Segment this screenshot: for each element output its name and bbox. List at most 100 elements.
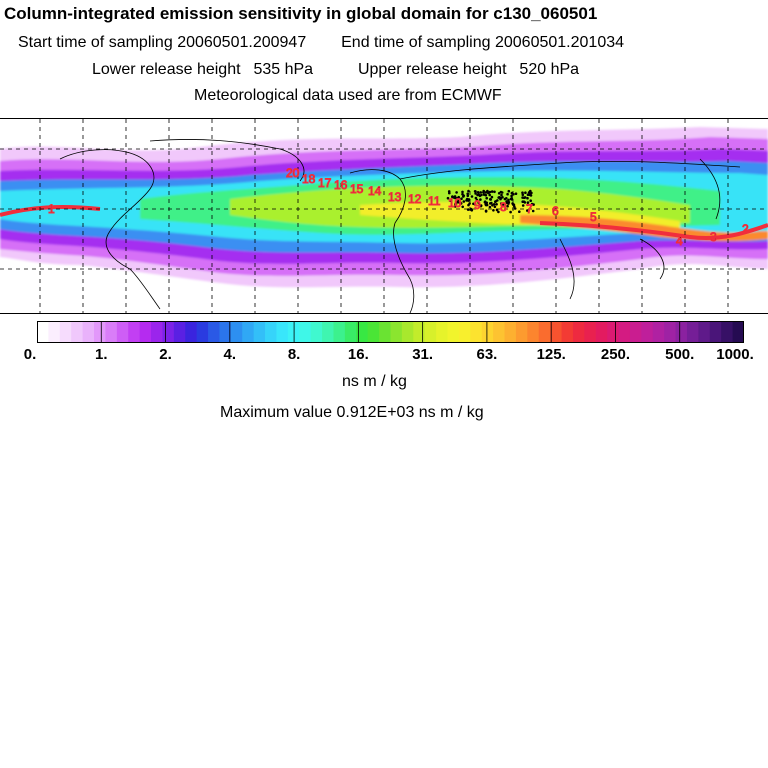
colorbar-swatch	[447, 321, 460, 343]
trajectory-time-label: 16	[334, 178, 348, 192]
colorbar-swatch	[253, 321, 266, 343]
colorbar-unit: ns m / kg	[342, 373, 407, 390]
coastlines	[59, 139, 741, 313]
graticule	[0, 119, 768, 313]
met-data-source: Meteorological data used are from ECMWF	[194, 87, 502, 104]
colorbar-swatch	[675, 321, 688, 343]
lower-height-value: 535 hPa	[253, 61, 314, 78]
release-heights: Lower release height 535 hPa Upper relea…	[92, 61, 579, 79]
trajectory-time-label: 12	[408, 192, 422, 206]
colorbar-swatch	[538, 321, 551, 343]
colorbar-swatch	[196, 321, 209, 343]
colorbar-tick-label: 4.	[223, 346, 237, 363]
colorbar-swatch	[493, 321, 506, 343]
colorbar-swatch	[71, 321, 84, 343]
maximum-number: 0.912E+03 ns m / kg	[336, 404, 484, 421]
trajectory-east	[539, 221, 768, 241]
colorbar-swatch	[504, 321, 517, 343]
colorbar-swatch	[230, 321, 243, 343]
trajectory-time-label: 1	[48, 202, 55, 216]
trajectory-west	[0, 205, 101, 217]
colorbar-swatch	[413, 321, 426, 343]
sensitivity-map: 20 18 17 16 15 14 13 12 11 10 9 8 7 6 5 4 3 2 1	[0, 118, 768, 314]
colorbar-swatch	[470, 321, 483, 343]
colorbar-swatch	[561, 321, 574, 343]
trajectory-time-label: 2	[742, 222, 749, 236]
colorbar-tick-label: 16.	[347, 346, 369, 363]
start-time-label: Start time of sampling	[18, 34, 173, 51]
colorbar-swatch	[641, 321, 654, 343]
trajectory-time-label: 4	[676, 234, 683, 248]
colorbar-tick-label: 125.	[536, 346, 566, 363]
colorbar-swatch	[584, 321, 597, 343]
colorbar-swatch	[322, 321, 335, 343]
colorbar-swatch	[652, 321, 665, 343]
trajectory-time-label: 14	[368, 184, 382, 198]
trajectory-time-label: 8	[500, 200, 507, 214]
colorbar-swatch	[424, 321, 437, 343]
colorbar-swatch	[151, 321, 164, 343]
sampling-times: Start time of sampling 20060501.200947 E…	[18, 34, 624, 52]
colorbar-swatch	[379, 321, 392, 343]
colorbar-swatch	[698, 321, 711, 343]
colorbar-swatch	[185, 321, 198, 343]
colorbar-tick-label: 0.	[23, 346, 37, 363]
trajectory-time-label: 5	[590, 210, 597, 224]
colorbar-tick-label: 250.	[600, 346, 631, 363]
trajectory-time-label: 3	[710, 230, 717, 244]
trajectory-time-label: 10	[448, 196, 462, 210]
colorbar-swatch	[721, 321, 734, 343]
colorbar-swatch	[629, 321, 642, 343]
trajectory-time-label: 15	[350, 182, 364, 196]
colorbar	[37, 321, 745, 343]
trajectory-time-label: 20	[286, 166, 300, 180]
colorbar-swatch	[265, 321, 278, 343]
colorbar-tick-label: 8.	[287, 346, 301, 363]
colorbar-swatch	[242, 321, 255, 343]
colorbar-swatch	[686, 321, 699, 343]
colorbar-swatch	[390, 321, 403, 343]
colorbar-swatch	[572, 321, 585, 343]
plot-title: Column-integrated emission sensitivity i…	[4, 4, 598, 23]
start-time-value: 20060501.200947	[177, 34, 307, 51]
colorbar-swatch	[709, 321, 722, 343]
colorbar-tick-label: 31.	[412, 346, 434, 363]
trajectory-time-label: 18	[302, 172, 316, 186]
colorbar-swatch	[344, 321, 357, 343]
colorbar-tick-label: 2.	[159, 346, 172, 363]
end-time-label: End time of sampling	[341, 34, 491, 51]
colorbar-tick-label: 500.	[665, 346, 695, 363]
colorbar-swatch	[37, 321, 49, 343]
colorbar-swatch	[515, 321, 528, 343]
colorbar-swatch	[595, 321, 608, 343]
colorbar-swatch	[82, 321, 95, 343]
upper-height-label: Upper release height	[357, 61, 507, 78]
colorbar-swatch	[59, 321, 72, 343]
colorbar-swatch	[367, 321, 380, 343]
colorbar-swatch	[162, 321, 175, 343]
lower-height-label: Lower release height	[92, 61, 241, 78]
colorbar-swatch	[607, 321, 620, 343]
colorbar-swatch	[173, 321, 186, 343]
colorbar-swatch	[299, 321, 312, 343]
trajectory-time-label: 9	[474, 198, 481, 212]
colorbar-swatch	[481, 321, 494, 343]
colorbar-swatch	[527, 321, 540, 343]
map-canvas: 20 18 17 16 15 14 13 12 11 10 9 8 7 6 5 4 3 2 1	[0, 119, 768, 313]
colorbar-swatch	[94, 321, 107, 343]
colorbar-swatch	[618, 321, 631, 343]
colorbar-swatch	[48, 321, 61, 343]
colorbar-swatches	[37, 321, 745, 343]
release-points	[446, 189, 535, 214]
maximum-label: Maximum value	[220, 404, 333, 421]
colorbar-swatch	[139, 321, 152, 343]
colorbar-swatch	[105, 321, 118, 343]
colorbar-swatch	[401, 321, 414, 343]
colorbar-swatch	[732, 321, 745, 343]
colorbar-tick-label: 1.	[95, 346, 108, 363]
colorbar-swatch	[128, 321, 141, 343]
trajectory-time-label: 7	[526, 202, 533, 216]
colorbar-swatch	[219, 321, 232, 343]
colorbar-tick-label: 63.	[476, 346, 498, 363]
trajectory-time-label: 6	[552, 204, 559, 218]
